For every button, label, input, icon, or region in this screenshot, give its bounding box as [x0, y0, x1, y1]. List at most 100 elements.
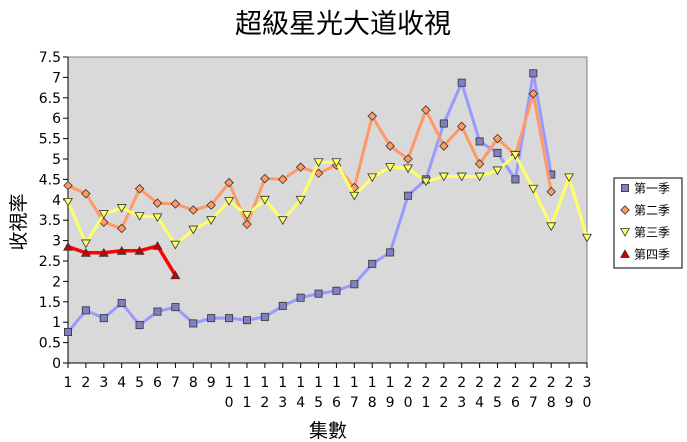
legend-label: 第一季: [634, 182, 670, 196]
data-point: [189, 319, 198, 328]
data-point: [439, 119, 448, 128]
data-point: [438, 172, 449, 182]
x-axis-label: 集數: [309, 420, 347, 442]
series-2: [63, 88, 556, 234]
chart-title: 超級星光大道收視: [235, 9, 451, 40]
x-tick-label: 6: [153, 375, 162, 391]
data-point: [116, 204, 127, 213]
data-point: [135, 321, 144, 330]
legend-label: 第三季: [634, 226, 670, 240]
data-point: [386, 248, 395, 257]
data-point: [367, 111, 378, 121]
series-line: [66, 71, 553, 333]
data-point: [510, 151, 521, 160]
data-point: [153, 307, 162, 316]
data-point: [152, 241, 163, 250]
data-point: [259, 195, 270, 205]
data-point: [439, 141, 449, 151]
x-tick-label: 7: [171, 375, 180, 391]
x-tick-label: 3: [99, 375, 108, 391]
x-tick-label: 1: [64, 375, 73, 391]
data-point: [99, 314, 108, 323]
y-tick-label: 0: [52, 356, 61, 372]
y-tick-label: 7: [52, 70, 61, 86]
data-point: [63, 180, 73, 191]
data-point: [349, 191, 360, 201]
data-point: [457, 78, 466, 87]
series-1: [64, 69, 556, 336]
x-tick-label: 8: [189, 375, 198, 391]
data-point: [80, 248, 91, 257]
y-tick-label: 5: [52, 152, 61, 168]
x-tick-label: 9: [207, 375, 216, 391]
data-point: [367, 173, 378, 183]
y-tick-label: 5.5: [39, 132, 61, 148]
data-point: [134, 245, 145, 255]
y-axis-label: 收視率: [8, 193, 30, 250]
data-point: [331, 158, 342, 168]
data-point: [511, 175, 520, 184]
data-point: [117, 299, 126, 308]
y-tick-label: 3.5: [39, 213, 61, 229]
x-tick-label: 2: [81, 375, 90, 391]
data-point: [98, 210, 109, 219]
data-point: [314, 289, 323, 298]
data-point: [260, 173, 270, 184]
data-point: [241, 210, 252, 220]
data-point: [63, 197, 73, 207]
data-point: [170, 199, 181, 209]
data-point: [295, 195, 306, 205]
y-tick-label: 2: [52, 274, 61, 290]
data-point: [171, 303, 180, 312]
series-3: [63, 151, 592, 250]
data-point: [404, 191, 413, 200]
series-layer: [63, 69, 592, 336]
data-point: [403, 154, 413, 164]
data-point: [64, 327, 73, 336]
data-point: [152, 213, 163, 223]
data-point: [80, 239, 91, 249]
y-tick-label: 1: [52, 315, 61, 331]
data-point: [403, 164, 414, 174]
data-point: [81, 188, 91, 199]
data-point: [188, 225, 199, 235]
data-point: [564, 173, 575, 183]
data-point: [224, 177, 234, 188]
y-tick-label: 4.5: [39, 172, 61, 188]
data-point: [582, 233, 592, 243]
y-tick-label: 7.5: [39, 50, 61, 66]
x-tick-label: 5: [135, 375, 144, 391]
y-tick-label: 0.5: [39, 336, 61, 352]
data-point: [456, 172, 467, 182]
data-point: [421, 105, 431, 115]
y-tick-label: 1.5: [39, 295, 61, 311]
legend-label: 第二季: [634, 204, 670, 218]
data-point: [493, 148, 502, 157]
plot-area: [67, 56, 588, 364]
data-point: [116, 245, 127, 255]
legend-label: 第四季: [634, 248, 670, 262]
x-axis: 1 2 3 4 5 6 7 8 9 1 01 11 21 31 41 51 61 71 81 92 02 12 22 32 42…: [64, 362, 591, 411]
data-point: [242, 316, 251, 325]
data-point: [242, 219, 252, 230]
data-point: [81, 306, 90, 315]
data-point: [134, 184, 145, 194]
data-point: [475, 137, 484, 146]
data-point: [546, 222, 557, 232]
data-point: [295, 162, 306, 172]
y-tick-label: 6.5: [39, 91, 61, 107]
data-point: [116, 223, 127, 234]
data-point: [313, 158, 324, 168]
data-point: [456, 121, 467, 132]
data-point: [529, 69, 538, 78]
